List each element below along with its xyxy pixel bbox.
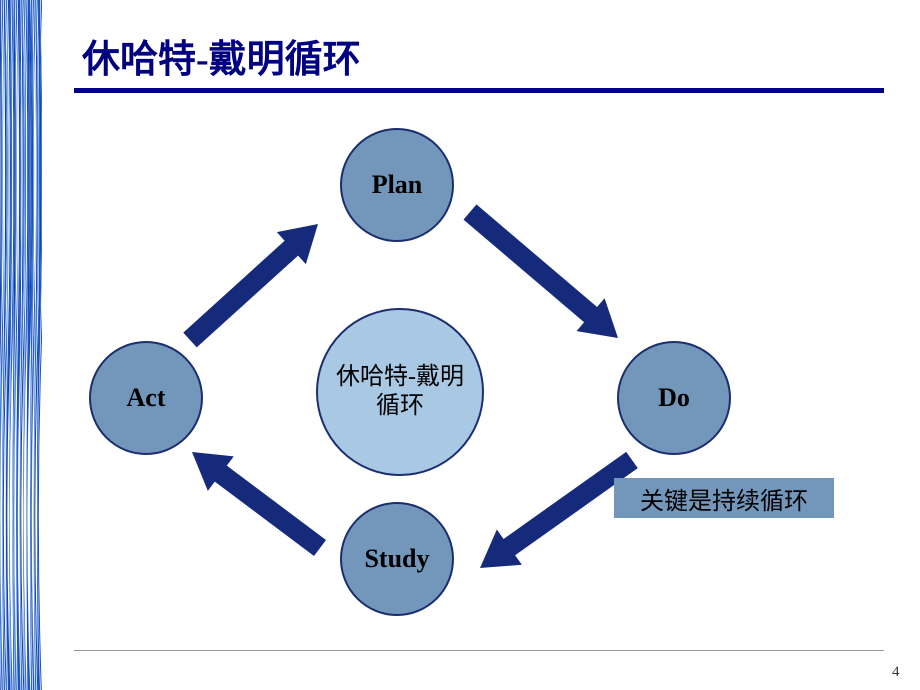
node-study: Study (340, 502, 454, 616)
center-line2: 循环 (376, 392, 424, 421)
node-do: Do (617, 341, 731, 455)
note-box: 关键是持续循环 (614, 478, 834, 518)
note-text: 关键是持续循环 (640, 481, 808, 516)
center-node: 休哈特-戴明 循环 (316, 308, 484, 476)
node-do-label: Do (658, 383, 690, 413)
slide: 休哈特-戴明循环 Plan Do Study Act 休哈特-戴明 循环 关键是… (0, 0, 920, 690)
node-plan-label: Plan (372, 170, 423, 200)
center-line1: 休哈特-戴明 (336, 363, 464, 392)
node-act-label: Act (127, 383, 166, 413)
page-number: 4 (892, 664, 900, 681)
footer-divider (74, 650, 884, 651)
node-plan: Plan (340, 128, 454, 242)
node-act: Act (89, 341, 203, 455)
node-study-label: Study (364, 544, 429, 574)
